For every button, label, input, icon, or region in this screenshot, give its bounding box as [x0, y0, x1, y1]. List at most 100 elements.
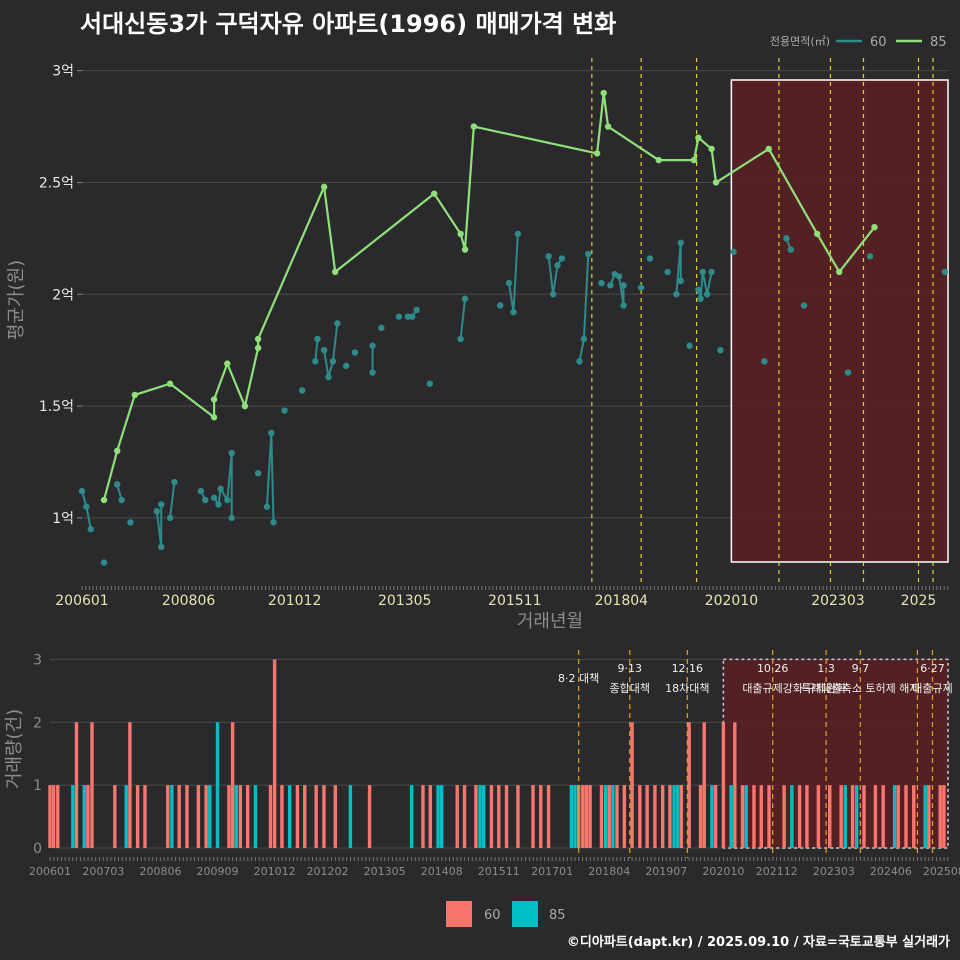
y-tick-label: 2.5억 — [39, 175, 74, 191]
x-tick-label: 202303 — [811, 593, 864, 609]
series-60-point — [576, 358, 583, 365]
bar-85 — [90, 722, 94, 848]
x-tick-label: 201012 — [268, 593, 321, 609]
series-60-point — [664, 268, 671, 276]
series-60-point — [171, 478, 178, 486]
series-60-point — [717, 346, 724, 354]
series-60-point — [457, 335, 464, 343]
series-85-point — [100, 496, 108, 504]
legend-60-label: 60 — [870, 35, 887, 50]
bar-60 — [409, 785, 414, 848]
series-60-point — [224, 496, 231, 504]
y-tick-label: 1억 — [52, 511, 74, 527]
bar-85 — [516, 785, 520, 848]
series-60-segment — [706, 271, 713, 295]
bar-60 — [569, 785, 574, 848]
bar-85 — [687, 722, 691, 848]
series-60-segment — [331, 323, 339, 362]
bar-85 — [421, 785, 425, 848]
series-85-point — [470, 123, 478, 130]
bar-85 — [873, 785, 878, 848]
y-tick-label: 3 — [33, 652, 42, 668]
bar-85 — [428, 785, 432, 848]
bar-85 — [303, 785, 307, 848]
bar-85 — [767, 785, 771, 848]
series-60-point — [215, 501, 222, 508]
series-60-point — [210, 494, 218, 501]
series-85-point — [210, 396, 218, 403]
series-85-point — [593, 150, 601, 157]
legend-top: 전용면적(㎡) 60 85 — [770, 35, 947, 50]
x-tick-label: 201305 — [378, 593, 431, 609]
x-tick-label: 201012 — [254, 865, 296, 878]
bar-85 — [455, 785, 459, 848]
bar-85 — [805, 785, 809, 848]
series-60-segment — [314, 338, 319, 362]
bar-85 — [333, 785, 338, 848]
series-85-point — [765, 145, 773, 153]
bar-85 — [721, 722, 726, 848]
bar-60 — [478, 785, 482, 848]
series-60-point — [761, 358, 768, 365]
series-60-point — [312, 358, 319, 365]
series-60-point — [166, 514, 174, 522]
series-60-point — [677, 277, 684, 285]
volume-chart: 0 1 2 3 거래량(건) 8·2 대책 9·13 종합대책 12·16 18차대책 10·26 대… — [4, 650, 960, 878]
event-label: 대출규제 — [912, 682, 952, 695]
series-60-point — [620, 282, 627, 289]
series-60-point — [703, 291, 711, 298]
bar-60 — [676, 785, 680, 848]
x-tick-label: 202010 — [705, 593, 758, 609]
series-85-point — [461, 246, 469, 253]
series-85-point — [712, 179, 720, 186]
series-85-point — [655, 156, 662, 164]
bar-85 — [638, 785, 642, 848]
legend-bottom: 60 85 — [446, 901, 566, 927]
series-60-point — [607, 282, 614, 289]
x-tick-label: 202406 — [870, 865, 912, 878]
bar-60 — [611, 785, 615, 848]
event-date: 1·3 — [817, 662, 835, 675]
x-tick-label: 200806 — [162, 593, 216, 609]
bar-85 — [862, 785, 866, 848]
series-60-point — [497, 302, 504, 309]
bar-60 — [729, 785, 733, 848]
series-60-point — [263, 503, 271, 510]
bar-85 — [295, 785, 300, 848]
series-60-point — [314, 335, 321, 343]
event-label: 8·2 대책 — [558, 672, 599, 685]
bar-85 — [733, 722, 737, 848]
bar-85 — [539, 785, 543, 848]
series-60-segment — [323, 350, 330, 378]
series-60-point — [369, 369, 376, 376]
bar-85 — [782, 785, 786, 848]
bar-60 — [436, 785, 440, 848]
x-tick-label: 201408 — [421, 865, 463, 878]
bar-85 — [546, 785, 551, 848]
event-date: 10·26 — [757, 662, 789, 675]
series-60-point — [844, 369, 852, 376]
y-tick-label: 2 — [33, 715, 42, 731]
series-60-point — [254, 469, 262, 477]
series-60-point — [580, 335, 588, 343]
series-60-point — [158, 543, 165, 551]
bar-85 — [113, 785, 117, 848]
series-60-point — [118, 496, 125, 504]
event-label: 규제완화 — [806, 682, 846, 695]
series-60-point — [510, 308, 517, 316]
x-axis-label: 거래년월 — [517, 611, 583, 632]
bar-85 — [86, 785, 90, 848]
bar-60 — [603, 785, 608, 848]
bar-60 — [843, 785, 847, 848]
bar-85 — [740, 785, 745, 848]
x-tick-label: 2025 — [901, 593, 937, 609]
x-tick-label: 201511 — [488, 593, 541, 609]
series-85-point — [254, 335, 262, 343]
bar-85 — [474, 785, 478, 848]
series-60-segment — [85, 506, 92, 530]
series-60-segment — [169, 482, 176, 519]
bar-60 — [854, 785, 859, 848]
series-85-point — [114, 447, 121, 455]
bar-60 — [672, 785, 676, 848]
series-60-point — [228, 514, 235, 522]
